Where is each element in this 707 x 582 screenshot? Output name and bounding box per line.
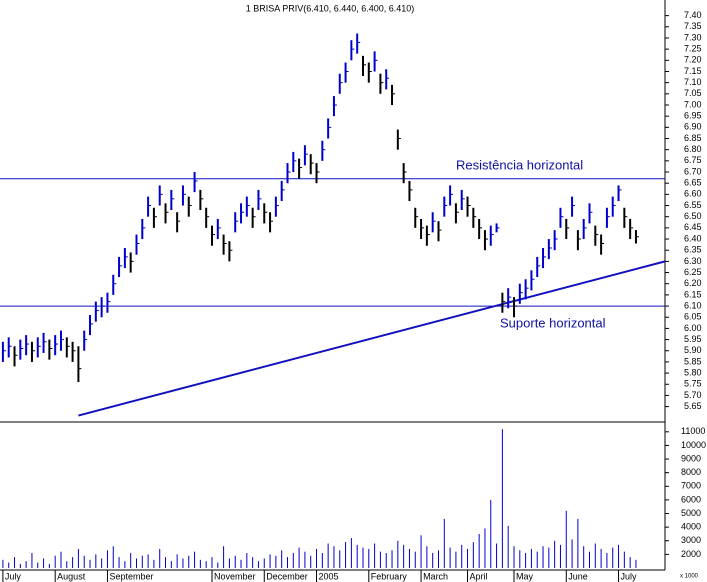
y-tick-label: 7.30 bbox=[684, 32, 702, 42]
y-tick-label: 7.40 bbox=[684, 10, 702, 20]
y-tick-label: 6.55 bbox=[684, 200, 702, 210]
y-tick-label: 5.70 bbox=[684, 390, 702, 400]
v-tick-label: 4000 bbox=[681, 522, 701, 532]
y-tick-label: 6.85 bbox=[684, 133, 702, 143]
y-tick-label: 6.25 bbox=[684, 267, 702, 277]
y-tick-label: 7.25 bbox=[684, 44, 702, 54]
y-tick-label: 6.60 bbox=[684, 189, 702, 199]
y-tick-label: 6.35 bbox=[684, 245, 702, 255]
y-tick-label: 6.15 bbox=[684, 289, 702, 299]
x-tick-label: September bbox=[109, 571, 153, 581]
x-tick-label: June bbox=[568, 571, 588, 581]
v-tick-label: 2000 bbox=[681, 549, 701, 559]
y-tick-label: 6.05 bbox=[684, 312, 702, 322]
trendline bbox=[78, 260, 666, 417]
y-tick-label: 6.40 bbox=[684, 233, 702, 243]
v-tick-label: 8000 bbox=[681, 467, 701, 477]
x-tick-label: July bbox=[621, 571, 638, 581]
x-tick-label: August bbox=[57, 571, 86, 581]
y-tick-label: 5.85 bbox=[684, 356, 702, 366]
y-tick-label: 5.95 bbox=[684, 334, 702, 344]
y-tick-label: 6.90 bbox=[684, 122, 702, 132]
v-tick-label: 10000 bbox=[681, 440, 706, 450]
y-tick-label: 6.30 bbox=[684, 256, 702, 266]
y-tick-label: 5.65 bbox=[684, 401, 702, 411]
y-tick-label: 5.75 bbox=[684, 379, 702, 389]
x-tick-label: March bbox=[423, 571, 448, 581]
y-tick-label: 7.20 bbox=[684, 55, 702, 65]
y-tick-label: 6.10 bbox=[684, 300, 702, 310]
y-tick-label: 6.80 bbox=[684, 144, 702, 154]
annotation: Resistência horizontal bbox=[456, 157, 583, 172]
chart-title: 1 BRISA PRIV(6.410, 6.440, 6.400, 6.410) bbox=[246, 3, 415, 13]
y-tick-label: 7.15 bbox=[684, 66, 702, 76]
y-tick-label: 7.00 bbox=[684, 99, 702, 109]
y-tick-label: 7.35 bbox=[684, 21, 702, 31]
y-tick-label: 6.45 bbox=[684, 222, 702, 232]
volume-unit: x 1000 bbox=[680, 574, 699, 580]
y-tick-label: 6.75 bbox=[684, 155, 702, 165]
x-tick-label: February bbox=[371, 571, 408, 581]
y-tick-label: 6.00 bbox=[684, 323, 702, 333]
y-tick-label: 5.80 bbox=[684, 367, 702, 377]
y-tick-label: 7.10 bbox=[684, 77, 702, 87]
v-tick-label: 9000 bbox=[681, 453, 701, 463]
x-tick-label: 2005 bbox=[319, 571, 339, 581]
x-tick-label: May bbox=[516, 571, 534, 581]
x-tick-label: December bbox=[266, 571, 308, 581]
x-tick-label: July bbox=[5, 571, 22, 581]
y-tick-label: 6.50 bbox=[684, 211, 702, 221]
y-tick-label: 6.65 bbox=[684, 178, 702, 188]
v-tick-label: 6000 bbox=[681, 494, 701, 504]
x-tick-label: April bbox=[470, 571, 488, 581]
y-tick-label: 6.95 bbox=[684, 111, 702, 121]
v-tick-label: 11000 bbox=[681, 426, 705, 436]
y-tick-label: 7.05 bbox=[684, 88, 702, 98]
v-tick-label: 7000 bbox=[681, 481, 701, 491]
y-tick-label: 5.90 bbox=[684, 345, 702, 355]
v-tick-label: 3000 bbox=[681, 535, 701, 545]
y-tick-label: 6.20 bbox=[684, 278, 702, 288]
x-tick-label: November bbox=[214, 571, 256, 581]
v-tick-label: 5000 bbox=[681, 508, 701, 518]
annotation: Suporte horizontal bbox=[500, 315, 606, 330]
y-tick-label: 6.70 bbox=[684, 166, 702, 176]
